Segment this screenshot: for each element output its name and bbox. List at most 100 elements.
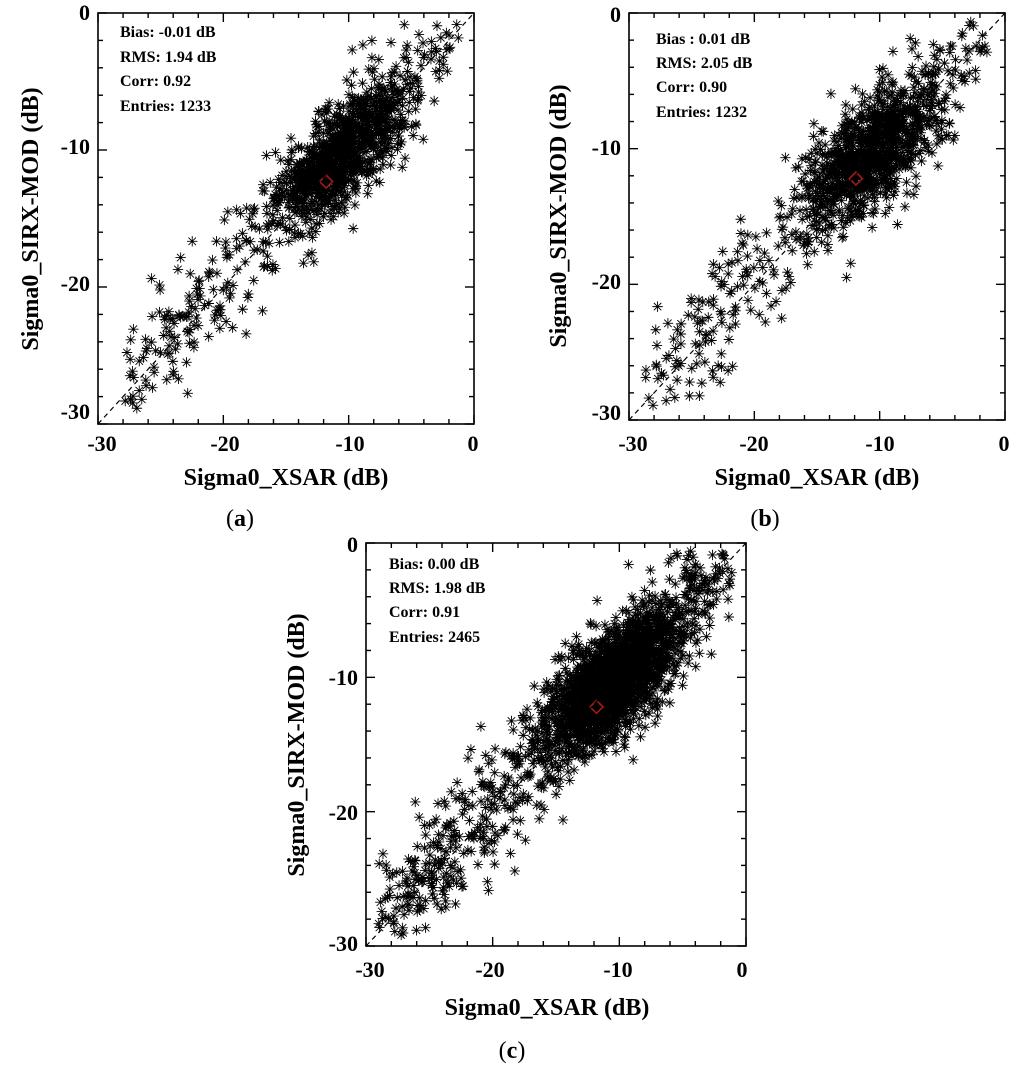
scatter-point xyxy=(309,195,321,207)
scatter-point xyxy=(543,738,554,750)
scatter-point xyxy=(289,227,300,239)
scatter-point xyxy=(573,706,584,717)
scatter-point xyxy=(575,662,586,673)
scatter-point xyxy=(820,139,831,151)
scatter-point xyxy=(540,734,552,746)
scatter-point xyxy=(341,74,353,86)
scatter-point xyxy=(840,125,851,137)
scatter-point xyxy=(879,85,890,97)
scatter-point xyxy=(846,146,858,157)
scatter-point xyxy=(684,650,695,662)
scatter-point xyxy=(759,247,770,259)
scatter-point xyxy=(343,147,354,158)
scatter-point xyxy=(901,177,912,188)
scatter-point xyxy=(120,395,131,407)
scatter-point xyxy=(563,754,574,765)
scatter-point xyxy=(509,865,520,877)
scatter-point xyxy=(343,89,355,100)
scatter-point xyxy=(433,73,445,84)
scatter-point xyxy=(651,698,662,710)
scatter-point xyxy=(175,312,186,323)
scatter-point xyxy=(920,60,932,72)
scatter-point xyxy=(964,67,975,79)
scatter-point xyxy=(359,100,370,112)
scatter-point xyxy=(390,61,402,72)
scatter-point xyxy=(412,45,423,56)
scatter-point xyxy=(524,770,535,782)
scatter-point xyxy=(557,691,568,702)
scatter-point xyxy=(482,876,493,887)
scatter-point xyxy=(582,738,593,750)
scatter-point xyxy=(871,178,882,189)
scatter-point xyxy=(847,103,858,115)
scatter-point xyxy=(859,96,870,107)
scatter-point xyxy=(611,697,622,709)
scatter-point xyxy=(321,103,333,115)
scatter-point xyxy=(898,118,909,129)
scatter-point xyxy=(334,203,345,215)
scatter-point xyxy=(633,658,645,670)
scatter-point xyxy=(692,588,704,600)
scatter-point xyxy=(656,626,667,638)
scatter-point xyxy=(629,663,640,674)
scatter-point xyxy=(353,141,364,152)
scatter-point xyxy=(820,214,832,226)
scatter-point xyxy=(571,689,582,701)
scatter-point xyxy=(903,69,915,80)
scatter-point xyxy=(420,858,432,870)
scatter-point xyxy=(797,176,809,187)
scatter-point xyxy=(647,650,658,661)
scatter-point xyxy=(609,618,620,629)
scatter-point xyxy=(869,132,880,144)
scatter-point xyxy=(671,355,683,366)
scatter-point xyxy=(575,683,587,694)
scatter-point xyxy=(234,240,245,252)
scatter-point xyxy=(589,692,600,703)
scatter-point xyxy=(397,100,408,111)
scatter-point xyxy=(147,382,158,393)
panel-b-plot-frame xyxy=(628,12,1006,421)
scatter-point xyxy=(897,112,909,124)
scatter-point xyxy=(402,888,414,900)
scatter-point xyxy=(392,87,403,98)
scatter-point xyxy=(840,108,851,120)
scatter-point xyxy=(907,127,918,138)
scatter-point xyxy=(388,123,400,134)
scatter-point xyxy=(822,239,833,250)
scatter-point xyxy=(612,725,624,737)
scatter-point xyxy=(235,208,246,219)
scatter-point xyxy=(527,725,538,736)
scatter-point xyxy=(335,127,346,138)
scatter-point xyxy=(482,793,493,805)
scatter-point xyxy=(456,881,468,892)
scatter-point xyxy=(369,73,380,85)
scatter-point xyxy=(383,913,394,924)
panel-a-ytick-label: 0 xyxy=(79,0,90,25)
panel-b-x-axis-title: Sigma0_XSAR (dB) xyxy=(715,465,920,491)
scatter-point xyxy=(850,158,861,170)
scatter-point xyxy=(687,552,699,563)
scatter-point xyxy=(590,740,601,751)
scatter-point xyxy=(380,859,392,871)
mean-point-marker xyxy=(318,173,334,190)
scatter-point xyxy=(726,285,737,297)
scatter-point xyxy=(561,737,572,748)
scatter-point xyxy=(393,130,404,142)
scatter-point xyxy=(298,156,310,168)
scatter-point xyxy=(475,819,486,830)
scatter-point xyxy=(693,609,704,620)
scatter-point xyxy=(441,44,453,55)
scatter-point xyxy=(715,306,726,317)
scatter-point xyxy=(905,107,916,119)
scatter-point xyxy=(244,214,255,225)
scatter-point xyxy=(590,620,602,632)
scatter-point xyxy=(396,136,407,148)
scatter-point xyxy=(722,365,734,376)
panel-b-points xyxy=(640,16,993,411)
scatter-point xyxy=(869,100,880,112)
scatter-point xyxy=(812,188,823,199)
scatter-point xyxy=(959,76,971,87)
scatter-point xyxy=(902,127,913,138)
scatter-point xyxy=(667,629,678,640)
